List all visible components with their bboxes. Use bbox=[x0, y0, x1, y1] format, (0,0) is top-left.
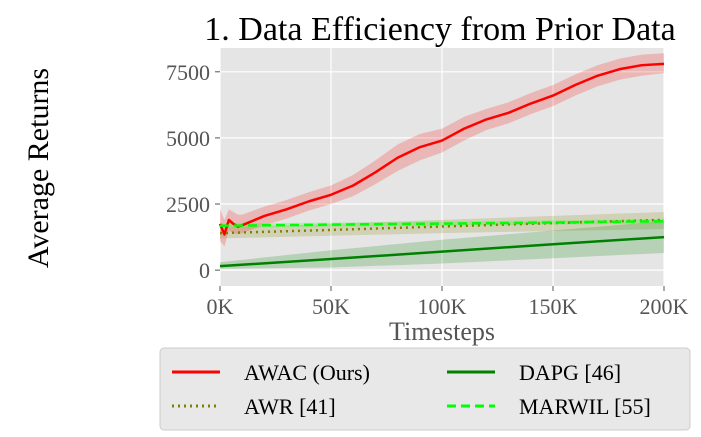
confidence-bands bbox=[220, 53, 664, 269]
x-ticks: 0K 50K 100K 150K 200K bbox=[207, 286, 689, 319]
x-axis-label: Timesteps bbox=[389, 317, 495, 346]
x-tick-label: 50K bbox=[312, 294, 350, 319]
legend-label: AWR [41] bbox=[244, 394, 336, 419]
chart-title: 1. Data Efficiency from Prior Data bbox=[204, 11, 675, 48]
y-tick-label: 0 bbox=[199, 258, 210, 283]
legend-box bbox=[159, 347, 691, 431]
y-axis-label: Average Returns bbox=[22, 68, 55, 268]
legend-label: MARWIL [55] bbox=[519, 394, 651, 419]
band-awr-41 bbox=[220, 211, 664, 239]
x-tick-label: 0K bbox=[207, 294, 234, 319]
y-tick-label: 7500 bbox=[166, 60, 210, 85]
band-marwil-55 bbox=[220, 218, 664, 228]
series-line-dapg-46 bbox=[219, 235, 665, 268]
legend-label: DAPG [46] bbox=[519, 360, 621, 385]
y-ticks: 0 2500 5000 7500 bbox=[166, 60, 220, 283]
legend: AWAC (Ours) DAPG [46] AWR [41] MARWIL [55] bbox=[172, 360, 651, 419]
x-tick-label: 150K bbox=[529, 294, 578, 319]
legend-label: AWAC (Ours) bbox=[244, 360, 370, 385]
series-line-marwil-55 bbox=[219, 219, 665, 227]
band-dapg-46 bbox=[220, 221, 664, 269]
x-tick-label: 100K bbox=[418, 294, 467, 319]
x-tick-label: 200K bbox=[640, 294, 689, 319]
grid bbox=[219, 48, 665, 286]
band-awac-ours bbox=[220, 53, 664, 247]
series-line-awr-41 bbox=[219, 218, 665, 235]
series-lines bbox=[218, 62, 665, 268]
y-tick-label: 2500 bbox=[166, 192, 210, 217]
y-tick-label: 5000 bbox=[166, 126, 210, 151]
